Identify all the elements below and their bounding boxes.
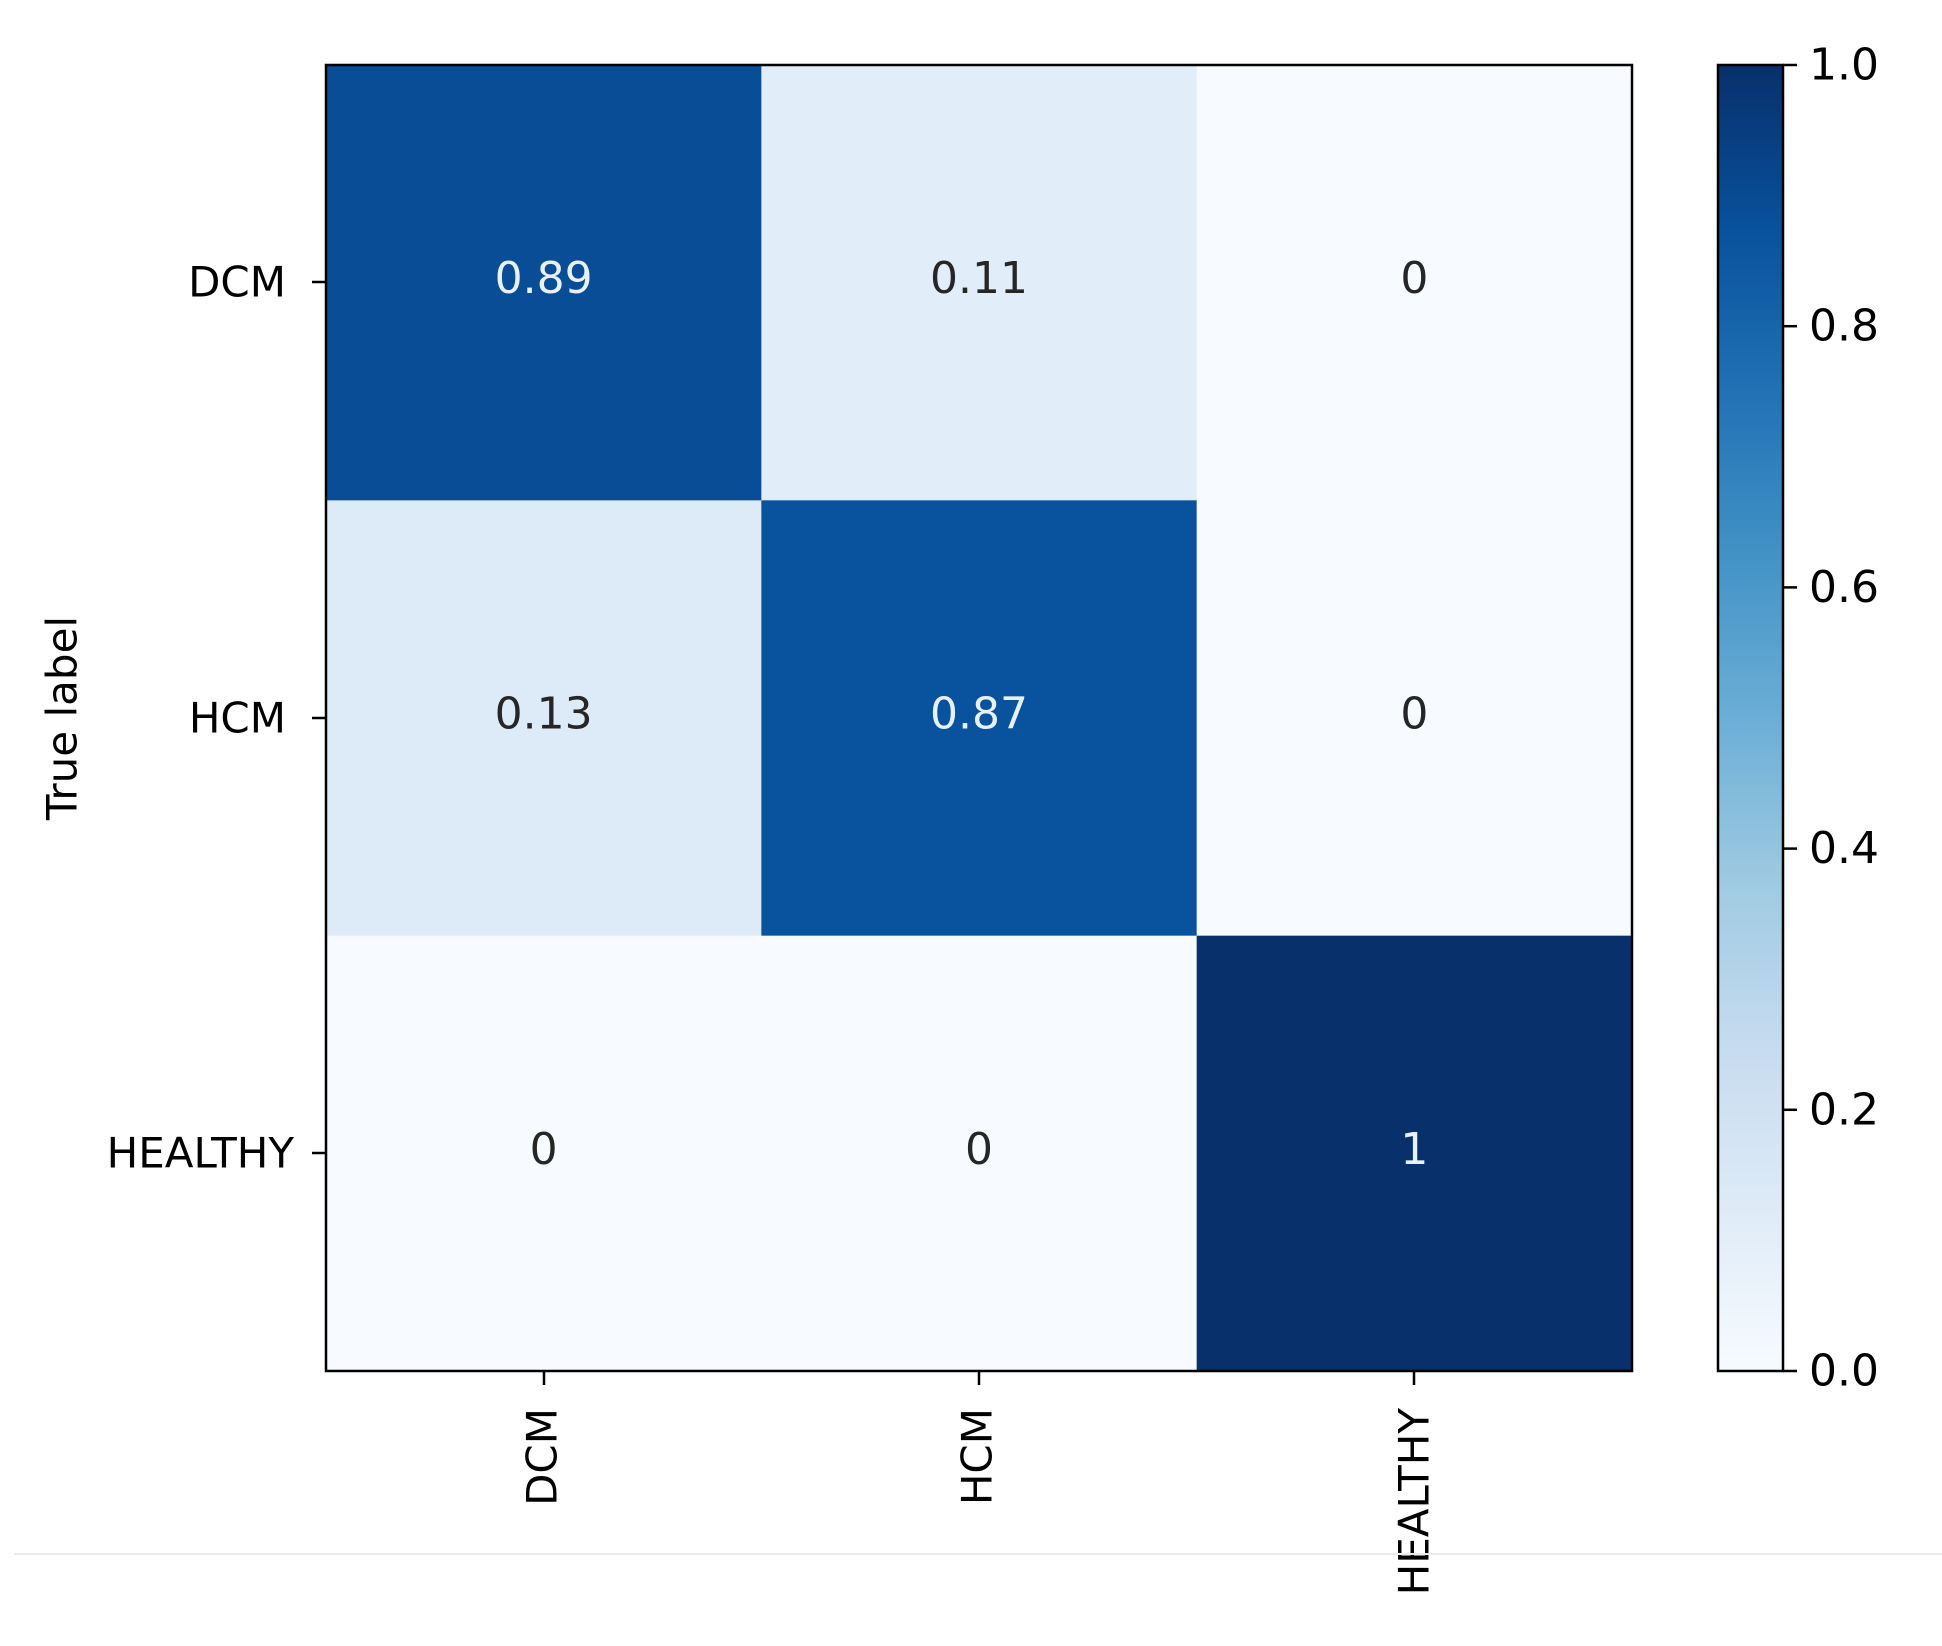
cell-label-dcm-hcm: 0.11: [930, 253, 1028, 304]
cell-label-hcm-healthy: 0: [1400, 689, 1428, 740]
cell-label-hcm-hcm: 0.87: [930, 689, 1028, 740]
heatmap-cell-hcm-hcm: [761, 500, 1198, 937]
colorbar-frame: [1716, 63, 1785, 1373]
colorbar-tick-label-3: 0.6: [1809, 562, 1879, 613]
colorbar-tick-label-4: 0.8: [1809, 301, 1879, 352]
colorbar-tick-label-5: 1.0: [1809, 40, 1879, 91]
colorbar: 0.0 0.2 0.4 0.6 0.8 1.0: [1716, 40, 1879, 1397]
y-tick-label-dcm: DCM: [188, 258, 286, 307]
heatmap-cell-healthy-dcm: [326, 935, 762, 1372]
cell-label-healthy-dcm: 0: [530, 1124, 558, 1175]
y-tick-label-hcm: HCM: [189, 694, 286, 743]
heatmap-cell-dcm-dcm: [326, 65, 762, 501]
cell-label-dcm-healthy: 0: [1400, 253, 1428, 304]
colorbar-tick-labels: 0.0 0.2 0.4 0.6 0.8 1.0: [1809, 40, 1879, 1397]
cell-label-dcm-dcm: 0.89: [495, 253, 593, 304]
colorbar-gradient: [1718, 65, 1783, 1371]
colorbar-ticks: [1783, 63, 1797, 1373]
cell-label-hcm-dcm: 0.13: [495, 689, 593, 740]
x-tick-label-healthy: HEALTHY: [1390, 1408, 1439, 1596]
heatmap-cell-hcm-dcm: [326, 500, 762, 937]
cell-label-healthy-hcm: 0: [965, 1124, 993, 1175]
colorbar-tick-label-0: 0.0: [1809, 1346, 1879, 1397]
colorbar-tick-label-2: 0.4: [1809, 823, 1879, 874]
y-tick-label-healthy: HEALTHY: [107, 1129, 295, 1178]
heatmap-cell-dcm-hcm: [761, 65, 1198, 501]
y-axis-title: True label: [38, 616, 87, 821]
y-axis: DCM HCM HEALTHY True label: [38, 258, 326, 1178]
heatmap-cell-healthy-healthy: [1196, 935, 1633, 1372]
x-axis: DCM HCM HEALTHY: [518, 1371, 1439, 1595]
colorbar-tick-label-1: 0.2: [1809, 1084, 1879, 1135]
x-tick-label-hcm: HCM: [953, 1408, 1002, 1505]
heatmap-cells: [326, 65, 1633, 1372]
heatmap-cell-dcm-healthy: [1196, 65, 1633, 501]
cell-value-labels: 0.89 0.11 0 0.13 0.87 0 0 0 1: [495, 253, 1429, 1175]
heatmap-cell-hcm-healthy: [1196, 500, 1633, 937]
x-tick-label-dcm: DCM: [518, 1408, 567, 1506]
cell-label-healthy-healthy: 1: [1400, 1124, 1428, 1175]
heatmap-cell-healthy-hcm: [761, 935, 1198, 1372]
